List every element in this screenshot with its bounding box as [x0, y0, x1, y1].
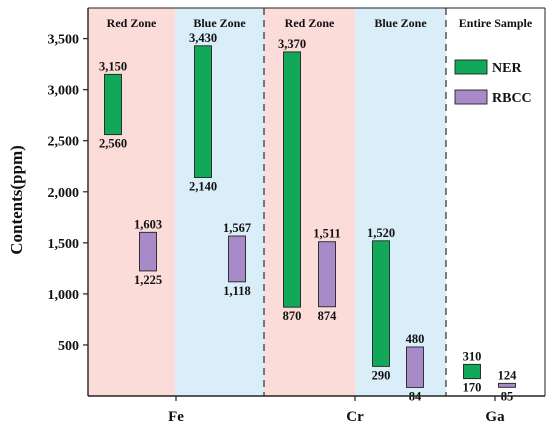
data-label-high: 3,150: [99, 59, 127, 73]
y-tick-label: 2,500: [48, 135, 80, 150]
x-category-label: Cr: [346, 409, 364, 425]
data-label-high: 3,370: [278, 37, 306, 51]
y-axis-title: Contents(ppm): [7, 145, 26, 255]
zone-label: Red Zone: [285, 16, 335, 30]
zone-background: [175, 8, 264, 396]
y-tick-label: 3,500: [48, 33, 80, 48]
y-tick-label: 500: [58, 339, 79, 354]
legend-label-ner: NER: [492, 61, 522, 76]
zone-label: Entire Sample: [459, 16, 533, 30]
y-tick-label: 1,000: [48, 288, 80, 303]
data-label-low: 1,118: [223, 284, 250, 298]
data-label-high: 3,430: [189, 31, 217, 45]
zone-background: [264, 8, 355, 396]
data-label-high: 1,567: [223, 221, 251, 235]
y-tick-label: 3,000: [48, 84, 80, 99]
y-tick-label: 1,500: [48, 237, 80, 252]
zone-background: [355, 8, 446, 396]
data-label-low: 2,140: [189, 179, 217, 193]
zone-label: Blue Zone: [193, 16, 246, 30]
legend: NER RBCC: [454, 59, 532, 106]
range-bar-rbcc: [139, 231, 157, 272]
data-label-low: 290: [372, 368, 391, 382]
range-bars: [104, 45, 516, 388]
x-category-label: Fe: [168, 409, 184, 425]
zone-background: [88, 8, 175, 396]
data-label-high: 480: [406, 332, 425, 346]
range-bar-rbcc: [318, 241, 336, 308]
range-bar-rbcc: [228, 235, 246, 283]
y-tick-label: 2,000: [48, 186, 80, 201]
range-bar-ner: [283, 51, 301, 308]
zone-dividers: [263, 8, 447, 396]
data-labels: 3,150 2,560 3,430 2,140 3,370 870 1,520 290 310 1…: [99, 31, 517, 404]
data-label-low: 170: [463, 381, 482, 395]
data-label-high: 310: [463, 349, 482, 363]
range-bar-ner: [104, 73, 122, 136]
range-bar-ner: [463, 363, 481, 380]
range-bar-rbcc: [498, 382, 516, 388]
range-bar-ner: [372, 240, 390, 367]
legend-label-rbcc: RBCC: [492, 91, 532, 106]
range-bar-ner: [194, 45, 212, 178]
data-label-low: 870: [283, 309, 302, 323]
data-label-high: 1,520: [367, 226, 395, 240]
data-label-high: 1,511: [313, 227, 340, 241]
zone-backgrounds: [88, 8, 545, 396]
data-label-high: 1,603: [134, 217, 162, 231]
zone-label: Red Zone: [107, 16, 157, 30]
zone-labels: Red Zone Blue Zone Red Zone Blue Zone Entire…: [107, 16, 533, 30]
range-bar-rbcc: [406, 346, 424, 388]
data-label-low: 1,225: [134, 273, 162, 287]
legend-swatch-ner: [454, 59, 488, 75]
x-category-label: Ga: [485, 409, 505, 425]
axes: 500 1,000 1,500 2,000 2,500 3,000 3,500 Content…: [7, 7, 546, 425]
data-label-low: 2,560: [99, 137, 127, 151]
zone-label: Blue Zone: [374, 16, 427, 30]
data-label-low: 874: [318, 309, 338, 323]
legend-swatch-rbcc: [454, 89, 488, 105]
data-label-high: 124: [498, 368, 518, 382]
